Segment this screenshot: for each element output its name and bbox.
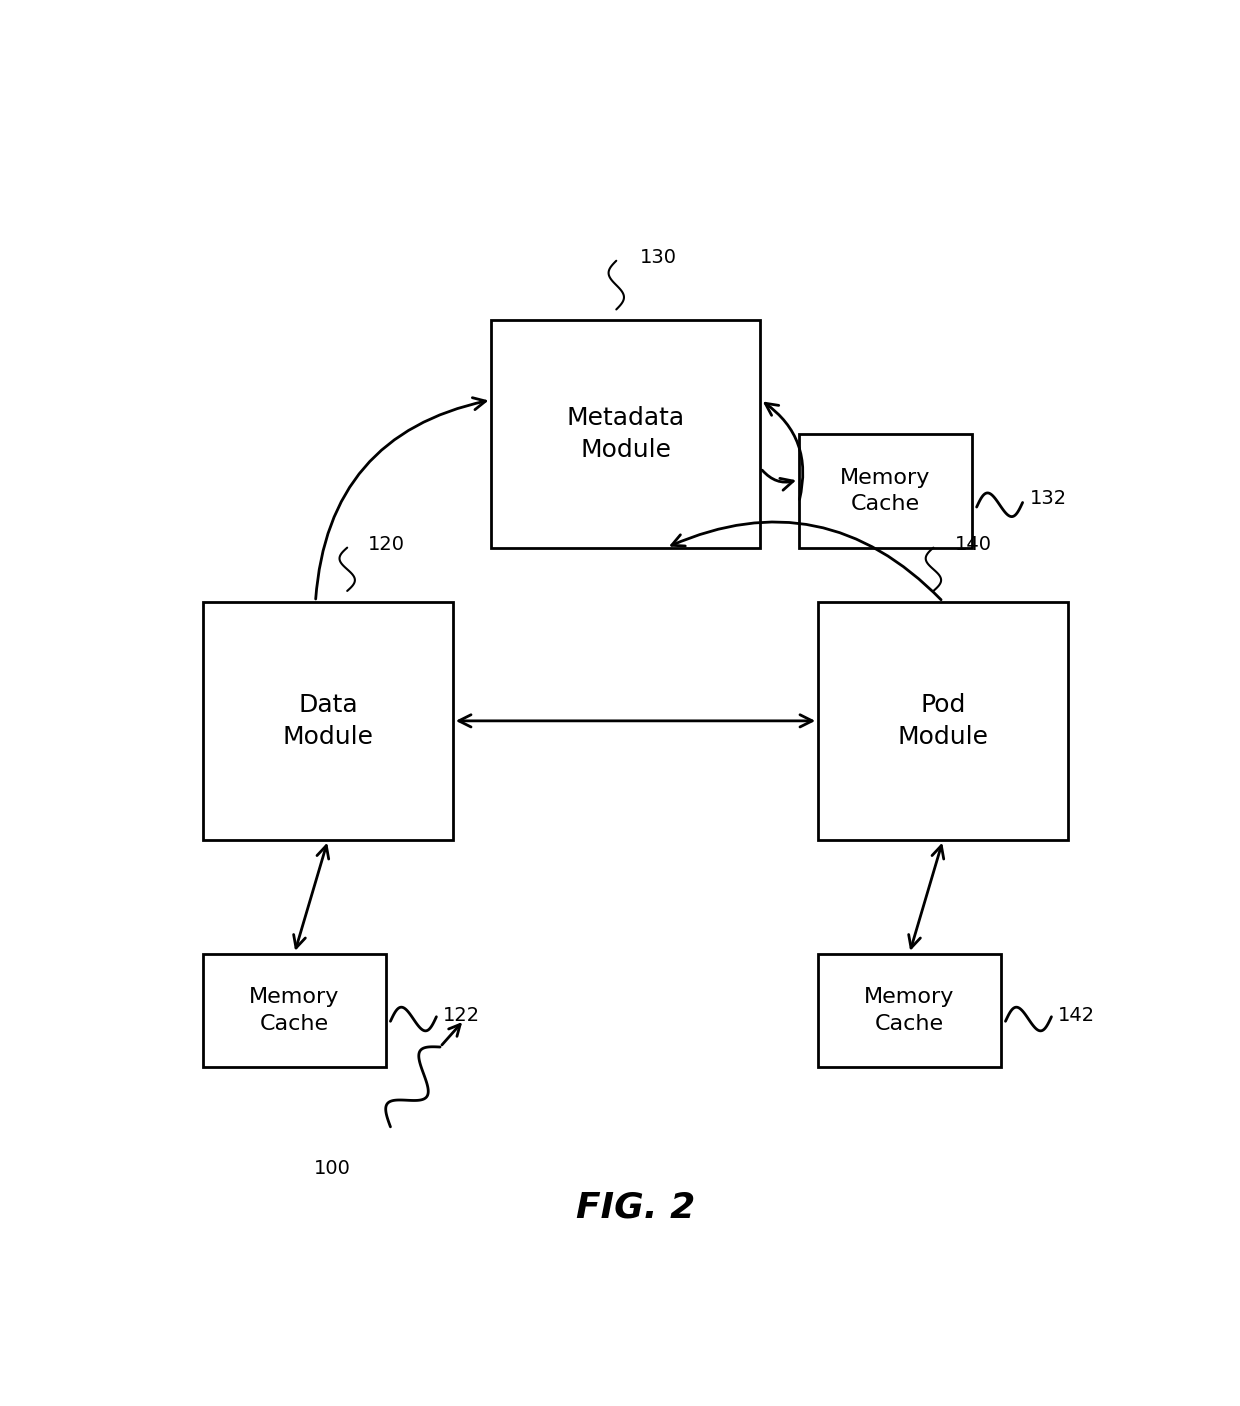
Text: Metadata
Module: Metadata Module xyxy=(567,406,684,461)
Text: FIG. 2: FIG. 2 xyxy=(575,1191,696,1225)
Bar xyxy=(818,602,1068,839)
Text: 122: 122 xyxy=(444,1007,480,1025)
Bar xyxy=(818,953,1001,1067)
Bar xyxy=(491,321,760,547)
Text: Data
Module: Data Module xyxy=(283,693,373,748)
Text: 120: 120 xyxy=(368,534,405,554)
Text: Memory
Cache: Memory Cache xyxy=(864,987,955,1033)
Bar xyxy=(203,602,453,839)
Text: 100: 100 xyxy=(315,1160,351,1178)
Bar xyxy=(203,953,386,1067)
Text: 130: 130 xyxy=(640,247,677,267)
Text: Pod
Module: Pod Module xyxy=(898,693,988,748)
Text: 132: 132 xyxy=(1029,489,1066,508)
Text: 142: 142 xyxy=(1058,1007,1095,1025)
Text: Memory
Cache: Memory Cache xyxy=(249,987,340,1033)
Text: 140: 140 xyxy=(955,534,992,554)
Text: Memory
Cache: Memory Cache xyxy=(841,468,930,515)
Bar xyxy=(799,434,972,547)
